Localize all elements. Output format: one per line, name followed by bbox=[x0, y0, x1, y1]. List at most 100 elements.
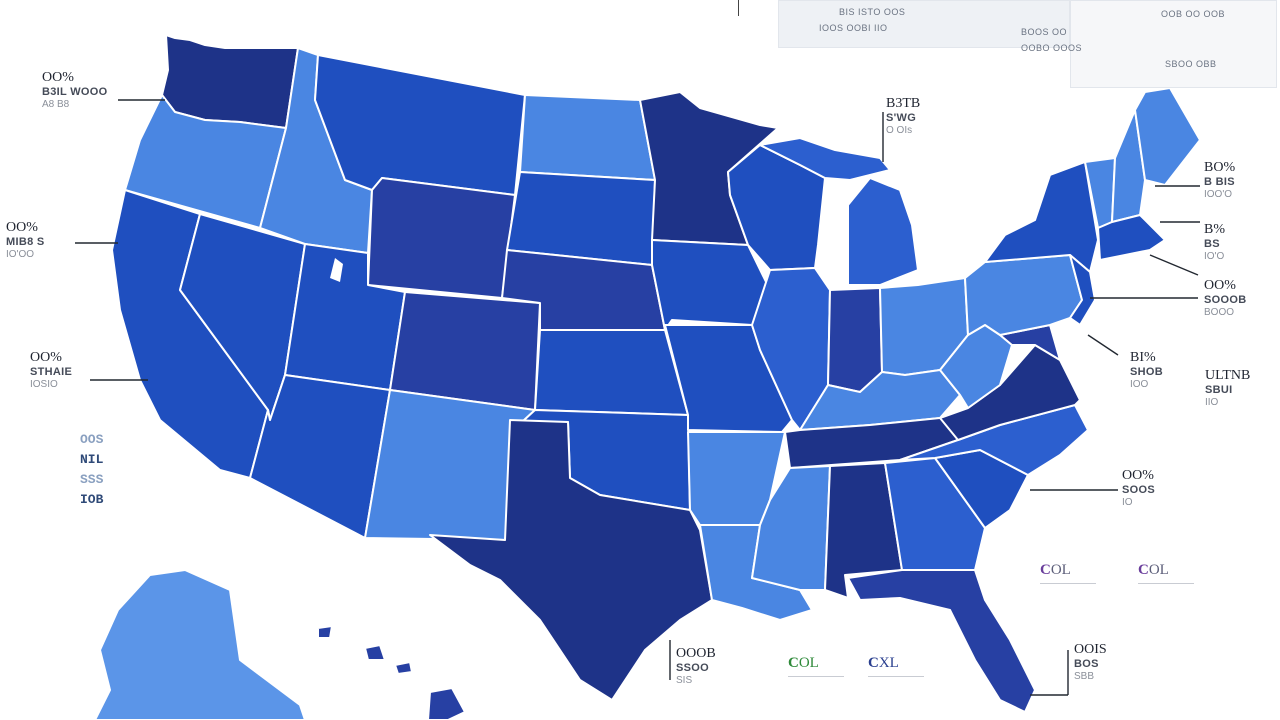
callout-sub: IO'O bbox=[1204, 250, 1225, 262]
legend-row: SBOO OBB bbox=[1165, 59, 1217, 69]
callout-montana-top: B3TB S'WG O OIs bbox=[886, 96, 920, 136]
badge-rule bbox=[788, 676, 844, 677]
state-montana[interactable] bbox=[314, 54, 526, 196]
badge-rule bbox=[868, 676, 924, 677]
logo-badge-letter: C bbox=[868, 655, 879, 671]
callout-sub: A8 B8 bbox=[42, 98, 70, 110]
leader-lines bbox=[75, 99, 1200, 696]
state-hawaii-islands[interactable] bbox=[317, 625, 413, 675]
callout-label: SSOO bbox=[676, 662, 709, 675]
callout-delaware: ULTNB SBUI IIO bbox=[1205, 368, 1250, 408]
callout-maine: BO% B BIS IOO'O bbox=[1204, 160, 1235, 200]
callout-sub: IO bbox=[1122, 496, 1133, 508]
callout-sub: BOOO bbox=[1204, 306, 1235, 318]
callout-value: BO% bbox=[1204, 160, 1236, 175]
callout-sub: IOSIO bbox=[30, 378, 58, 390]
callout-washington: OO% B3IL WOOO A8 B8 bbox=[42, 70, 107, 110]
logo-badge-4: COL bbox=[1138, 562, 1194, 584]
state-pennsylvania[interactable] bbox=[964, 254, 1083, 336]
callout-label: SHOB bbox=[1130, 366, 1163, 379]
logo-badge-text: OL bbox=[1148, 562, 1169, 578]
side-code-row: IOB bbox=[80, 492, 104, 508]
side-code-row: NIL bbox=[80, 452, 104, 468]
callout-value: OOIS bbox=[1074, 642, 1107, 657]
state-maine[interactable] bbox=[1134, 87, 1201, 186]
state-alaska[interactable] bbox=[94, 569, 306, 720]
callout-sub: IOO'O bbox=[1204, 188, 1233, 200]
legend-row: OOB OO OOB bbox=[1161, 9, 1226, 19]
state-new-jersey[interactable] bbox=[1069, 254, 1096, 326]
callout-sub: SBB bbox=[1074, 670, 1095, 682]
legend-row: BOOS OO bbox=[1021, 27, 1068, 37]
callout-label: SOOS bbox=[1122, 484, 1155, 497]
callout-florida: OOIS BOS SBB bbox=[1074, 642, 1107, 682]
callout-massachusetts: B% BS IO'O bbox=[1204, 222, 1225, 262]
state-hawaii[interactable] bbox=[427, 687, 466, 720]
state-florida[interactable] bbox=[847, 569, 1036, 713]
callout-value: ULTNB bbox=[1205, 368, 1251, 383]
great-salt-lake bbox=[330, 258, 343, 282]
callout-california: OO% STHAIE IOSIO bbox=[30, 350, 72, 390]
legend-row: OOBO OOOS bbox=[1021, 43, 1083, 53]
logo-badge-text: XL bbox=[878, 655, 899, 671]
callout-label: S'WG bbox=[886, 112, 917, 125]
panel-row: IOOS OOBI IIO bbox=[819, 23, 888, 33]
state-michigan-up[interactable] bbox=[759, 137, 891, 181]
badge-rule bbox=[1138, 583, 1194, 584]
logo-badge-letter: C bbox=[1138, 562, 1149, 578]
logo-badge-2: CXL bbox=[868, 655, 924, 677]
callout-value: B% bbox=[1204, 222, 1225, 237]
logo-badge-text: OL bbox=[1050, 562, 1071, 578]
callout-value: OO% bbox=[1204, 278, 1236, 293]
callout-value: OO% bbox=[30, 350, 62, 365]
callout-label: MIB8 S bbox=[6, 236, 45, 249]
state-michigan[interactable] bbox=[847, 177, 919, 286]
callout-label: STHAIE bbox=[30, 366, 73, 379]
callout-sub: IO'OO bbox=[6, 248, 35, 260]
callout-sub: O OIs bbox=[886, 124, 913, 136]
state-texas[interactable] bbox=[429, 419, 713, 701]
state-south-dakota[interactable] bbox=[506, 171, 656, 266]
callout-new-york: OO% SOOOB BOOO bbox=[1204, 278, 1246, 318]
callout-label: B3IL WOOO bbox=[42, 86, 108, 99]
state-north-dakota[interactable] bbox=[519, 94, 656, 181]
callout-value: OO% bbox=[42, 70, 74, 85]
panel-row: BIS ISTO OOS bbox=[839, 7, 906, 17]
state-iowa[interactable] bbox=[651, 239, 771, 331]
state-massachusetts[interactable] bbox=[1097, 214, 1166, 261]
state-new-york[interactable] bbox=[984, 161, 1099, 273]
badge-rule bbox=[1040, 583, 1096, 584]
top-left-rule bbox=[738, 0, 739, 16]
callout-sub: IOO bbox=[1130, 378, 1149, 390]
callout-value: OO% bbox=[1122, 468, 1154, 483]
callout-value: B3TB bbox=[886, 96, 921, 111]
callout-label: BS bbox=[1204, 238, 1220, 251]
callout-texas: OOOB SSOO SIS bbox=[676, 646, 716, 686]
logo-badge-3: COL bbox=[1040, 562, 1096, 584]
top-info-panel: BIS ISTO OOS IOOS OOBI IIO bbox=[778, 0, 1070, 48]
callout-sub: IIO bbox=[1205, 396, 1219, 408]
logo-badge-1: COL bbox=[788, 655, 844, 677]
callout-oregon: OO% MIB8 S IO'OO bbox=[6, 220, 44, 260]
logo-badge-text: OL bbox=[798, 655, 819, 671]
callout-label: SBUI bbox=[1205, 384, 1233, 397]
state-new-hampshire[interactable] bbox=[1111, 109, 1146, 223]
callout-virginia: BI% SHOB IOO bbox=[1130, 350, 1163, 390]
callout-label: BOS bbox=[1074, 658, 1099, 671]
side-code-row: OOS bbox=[80, 432, 104, 447]
callout-label: B BIS bbox=[1204, 176, 1235, 189]
callout-sub: SIS bbox=[676, 674, 693, 686]
top-right-legend: OOB OO OOB BOOS OO OOBO OOOS SBOO OBB bbox=[1021, 0, 1277, 88]
state-indiana[interactable] bbox=[827, 287, 883, 393]
logo-badge-letter: C bbox=[1040, 562, 1051, 578]
state-kansas[interactable] bbox=[534, 329, 689, 416]
side-code-block: OOS NIL SSS IOB bbox=[80, 430, 124, 511]
logo-badge-letter: C bbox=[788, 655, 799, 671]
side-code-row: SSS bbox=[80, 472, 104, 488]
callout-value: OO% bbox=[6, 220, 38, 235]
callout-value: OOOB bbox=[676, 646, 716, 661]
callout-value: BI% bbox=[1130, 350, 1156, 365]
state-wyoming[interactable] bbox=[367, 177, 516, 299]
callout-label: SOOOB bbox=[1204, 294, 1247, 307]
